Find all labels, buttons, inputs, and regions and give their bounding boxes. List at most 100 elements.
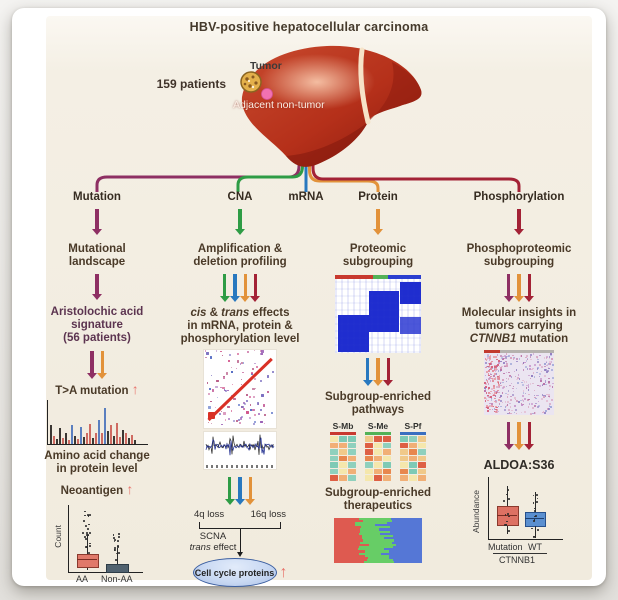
heatmap-group-bar — [484, 350, 554, 353]
aldoa-boxplot: Abundance Mutation WT CTNNB1 — [471, 476, 567, 568]
loss-bracket — [199, 522, 281, 529]
arrow-down-orange — [100, 351, 104, 373]
pathway-panel-sme: S-Me — [365, 421, 391, 481]
branch-label-protein: Protein — [358, 191, 398, 203]
ta-mutation-label: T>A mutation ↑ — [55, 381, 139, 398]
cell-cycle-result: Cell cycle proteins ↑ — [192, 558, 288, 587]
group-bracket — [493, 553, 547, 554]
loss-4q: 4q loss — [194, 509, 225, 520]
arrow-down-darkred — [527, 422, 531, 444]
arrow-down-green — [223, 274, 227, 296]
branch-label-phosphorylation: Phosphorylation — [473, 191, 565, 203]
step-cis-trans-effects: cis & trans effects in mRNA, protein & pho… — [180, 307, 300, 345]
liver-illustration — [240, 45, 422, 167]
therapeutics-heatmap — [334, 517, 422, 564]
branch-label-mrna: mRNA — [288, 191, 324, 203]
arrow-down-orange — [376, 358, 380, 380]
figure-title: HBV-positive hepatocellular carcinoma — [189, 20, 429, 34]
arrow-group — [90, 351, 104, 379]
arrow-down-purple — [95, 274, 99, 294]
arrow-group — [223, 274, 257, 302]
tumor-label: Tumor — [250, 60, 282, 72]
tumor-nodule — [240, 71, 262, 93]
arrow-down-purple — [90, 351, 94, 373]
mutation-spectrum-chart — [46, 400, 148, 445]
step-aristolochic-signature: Aristolochic acid signature (56 patients… — [50, 306, 144, 344]
arrow-down-purple — [507, 274, 511, 296]
arrow-down-purple — [95, 209, 99, 229]
step-subgroup-pathways: Subgroup-enriched pathways — [324, 391, 432, 416]
aldoa-site-label: ALDOA:S36 — [483, 458, 555, 472]
group-label: CTNNB1 — [499, 555, 536, 565]
arrow-down-orange — [517, 422, 521, 444]
cna-column: CNA Amplification & deletion profiling c… — [178, 191, 302, 587]
arrow-down-green — [228, 477, 232, 499]
step-proteomic-subgrouping: Proteomic subgrouping — [342, 243, 414, 268]
ctnnb1-heatmap — [484, 350, 554, 415]
box-aa — [77, 554, 99, 568]
arrow-down-darkred — [386, 358, 390, 380]
scna-trans-effect-label: SCNA trans effect — [189, 531, 237, 553]
step-mutational-landscape: Mutational landscape — [68, 243, 126, 268]
adjacent-nontumor-label: Adjacent non-tumor — [233, 99, 325, 111]
proteomic-cluster-heatmap — [335, 275, 421, 353]
chromosome-ticks — [206, 465, 274, 468]
boxplot-ylabel: Count — [53, 525, 63, 548]
arrow-down-blue — [238, 477, 242, 499]
arrow-down-orange — [248, 477, 252, 499]
falciform-ligament — [358, 47, 371, 125]
boxplot-cat2: WT — [528, 542, 542, 552]
protein-column: Protein Proteomic subgrouping Subgroup-e… — [318, 191, 438, 564]
arrow-down-orange — [517, 274, 521, 296]
arrow-group — [507, 274, 531, 302]
neoantigen-label: Neoantigen ↑ — [60, 481, 134, 498]
loss-16q: 16q loss — [250, 509, 286, 520]
arrow-down-orange — [243, 274, 247, 296]
step-phosphoproteomic-subgrouping: Phosphoproteomic subgrouping — [466, 243, 572, 268]
up-arrow-icon: ↑ — [131, 381, 139, 397]
arrow-down-darkred — [253, 274, 257, 296]
up-arrow-icon: ↑ — [279, 563, 288, 581]
arrow-group — [228, 477, 252, 505]
step-molecular-insights: Molecular insights in tumors carrying CTNN… — [461, 307, 577, 345]
branch-label-mutation: Mutation — [73, 191, 121, 203]
subgroup-label: S-Mb — [332, 421, 354, 431]
cis-trans-correlation-heatmap — [203, 349, 277, 429]
boxplot-axes — [68, 505, 143, 573]
neoantigen-text: Neoantigen — [60, 485, 124, 497]
trans-italic: trans — [221, 307, 250, 319]
boxplot-cat1: AA — [76, 574, 89, 584]
arrow-down-blue — [366, 358, 370, 380]
arrow-down-darkred — [527, 274, 531, 296]
boxplot-cat2: Non-AA — [101, 574, 133, 584]
boxplot-cat1: Mutation — [488, 542, 523, 552]
arrow-down-green — [238, 209, 242, 229]
mutation-column: Mutation Mutational landscape Aristoloch… — [37, 191, 157, 587]
ctnnb1-gene-italic: CTNNB1 — [469, 333, 517, 345]
step-amplification-deletion: Amplification & deletion profiling — [193, 243, 287, 268]
adjacent-nontumor-dot — [261, 88, 273, 100]
arrow-group — [366, 358, 390, 386]
arrow-group — [507, 422, 531, 450]
pathway-panel-smb: S-Mb — [330, 421, 356, 481]
up-arrow-icon: ↑ — [126, 481, 134, 497]
loss-labels: 4q loss 16q loss — [194, 509, 286, 520]
arrow-down-orange — [376, 209, 380, 229]
pathway-panel-spf: S-Pf — [400, 421, 426, 481]
box-non-aa — [106, 564, 129, 573]
subgroup-label: S-Pf — [404, 421, 422, 431]
arrow-down-black — [239, 529, 241, 552]
scna-profile-waveform — [203, 431, 277, 470]
cell-cycle-proteins-ellipse: Cell cycle proteins — [192, 558, 277, 587]
scna-trans-effect-step: SCNA trans effect — [178, 529, 302, 557]
phosphorylation-column: Phosphorylation Phosphoproteomic subgrou… — [455, 191, 583, 568]
branch-label-cna: CNA — [227, 191, 253, 203]
step-amino-acid-change: Amino acid change in protein level — [44, 450, 150, 475]
arrow-down-purple — [507, 422, 511, 444]
ta-mutation-text: T>A mutation — [55, 385, 129, 397]
cis-italic: cis — [190, 307, 207, 319]
cluster-color-bar — [335, 275, 421, 279]
arrow-down-blue — [233, 274, 237, 296]
pathway-heatmaps: S-Mb S-Me S-Pf — [330, 421, 426, 481]
neoantigen-boxplot: Count AA Non-AA — [47, 503, 147, 587]
